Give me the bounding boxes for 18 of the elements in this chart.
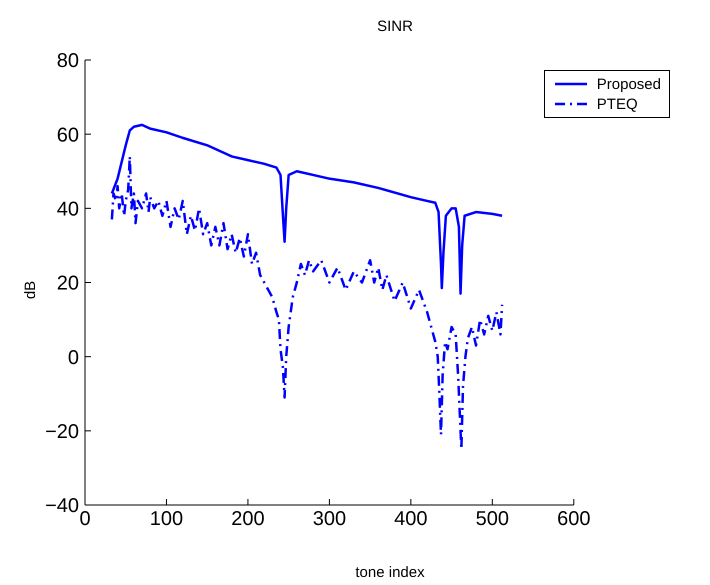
y-tick-label: 40 [56, 198, 79, 220]
y-tick-label: 0 [68, 346, 79, 369]
x-tick-label: 200 [231, 508, 265, 530]
x-tick-label: 400 [394, 508, 428, 530]
y-tick-label: −20 [45, 420, 79, 443]
x-tick-label: 600 [557, 508, 590, 530]
y-tick-label: −40 [45, 495, 79, 518]
x-tick-label: 100 [150, 508, 184, 530]
y-axis-title: dB [22, 280, 39, 300]
chart-title: SINR [376, 18, 414, 35]
x-tick-label: 300 [312, 508, 346, 530]
legend-label: Proposed [596, 76, 661, 92]
y-tick-label: 20 [56, 272, 79, 295]
legend-label: PTEQ [596, 96, 638, 112]
x-tick-label: 500 [476, 508, 510, 530]
y-tick-label: 60 [56, 124, 79, 146]
y-tick-label: 80 [56, 50, 79, 72]
x-axis-title: tone index [354, 564, 426, 581]
